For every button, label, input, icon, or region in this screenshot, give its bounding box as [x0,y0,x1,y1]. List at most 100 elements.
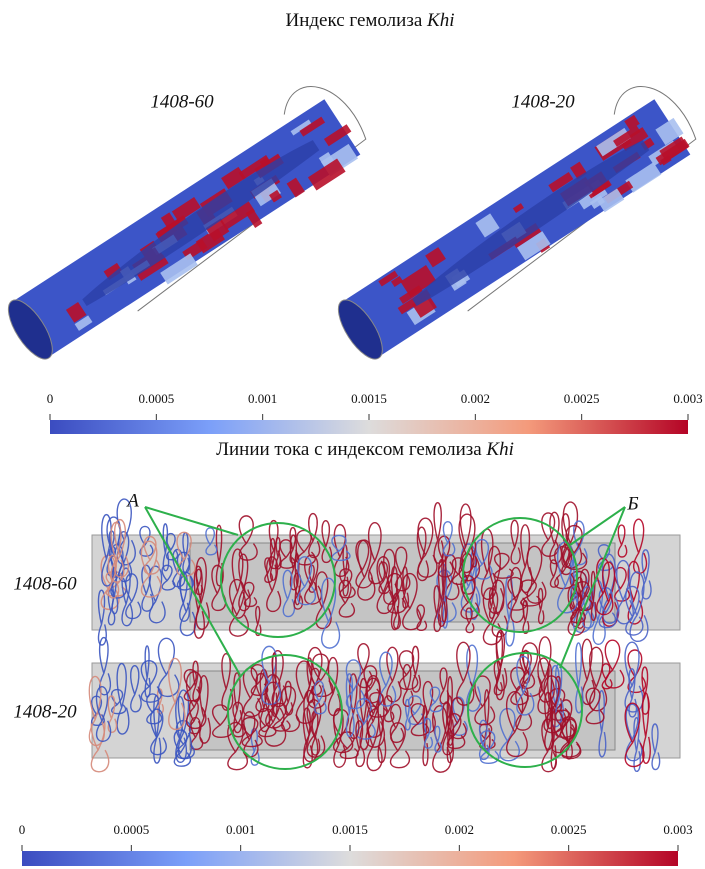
tick-label: 0.001 [226,822,255,837]
tick-label: 0 [47,391,54,406]
streamline [199,675,211,744]
streamline [272,702,291,732]
streamline [505,691,528,758]
streamline [243,711,259,758]
patch [597,188,625,213]
streamline [183,668,201,702]
streamline [387,572,407,614]
tick-label: 0.0005 [138,391,174,406]
streamline [161,564,176,591]
streamline [479,730,500,764]
streamline [625,703,643,762]
streamline [546,663,554,729]
colorbar [22,851,678,866]
streamline [175,695,187,764]
patch [290,119,312,136]
panel-label: 1408-60 [150,91,214,112]
tick-label: 0.0015 [332,822,368,837]
streamline [88,676,105,746]
patch [399,285,423,305]
streamline [162,523,170,572]
patch [411,293,437,318]
streamline [488,545,505,614]
patch [238,155,271,180]
streamline [461,552,476,595]
streamline [575,576,586,629]
streamline [179,571,190,622]
streamline [575,581,594,612]
patch [548,171,574,193]
streamline [541,512,559,557]
streamline [491,579,509,638]
patch [655,138,690,166]
streamline [561,543,572,576]
streamline [624,702,645,768]
streamline [569,570,592,611]
streamline [627,560,644,625]
streamline [258,707,277,738]
streamline [377,694,387,764]
streamline [589,646,608,712]
streamline [592,579,606,645]
streamline [327,656,341,717]
streamline [97,589,107,646]
streamline [339,568,356,599]
title-symbol: Khi [485,439,513,460]
streamline [271,652,278,717]
streamline [355,539,373,589]
streamline [510,566,525,623]
annotation: А [125,490,139,511]
streamline [437,558,447,628]
streamline [628,668,638,718]
streamline [585,687,605,725]
patch [391,275,404,287]
streamline [510,519,521,565]
streamline [357,642,373,689]
streamline [243,581,257,608]
streamline [176,531,196,577]
streamline [295,660,317,724]
inlet [337,299,383,360]
streamline [95,685,112,742]
streamline [442,701,454,756]
streamline [118,530,132,583]
streamline [537,657,553,715]
streamline [616,560,634,625]
hub [412,140,650,307]
row-label: 1408-60 [13,573,77,594]
patch [269,189,282,203]
streamline [227,722,248,771]
title-text: Линии тока с индексом гемолиза [216,439,482,460]
patch [299,116,326,137]
streamline [429,686,443,713]
streamline [241,716,263,748]
patch [613,125,641,147]
streamline [549,511,563,565]
colorbars: 0 0.0005 0.001 0.0015 0.002 0.0025 0.003 0 0.000… [19,391,703,866]
streamline [365,677,386,748]
streamline [321,519,333,563]
renderings [7,86,697,360]
streamline [304,554,322,605]
streamline [451,697,467,740]
streamline [130,665,142,713]
streamline [383,548,399,605]
streamline [165,532,179,561]
streamline [515,684,532,731]
streamline [389,722,410,769]
streamline [651,723,661,771]
title-symbol: Khi [426,10,454,31]
tick-label: 0.0015 [351,391,387,406]
patch [323,124,352,147]
streamline [434,725,442,753]
streamline [641,549,652,600]
streamline [297,556,316,606]
row-label: 1408-20 [13,701,77,722]
streamline [167,657,186,731]
streamline [456,641,475,706]
streamline [474,675,496,726]
streamline [289,526,298,564]
streamline [302,707,313,769]
streamline [148,565,166,624]
streamline [313,680,327,715]
